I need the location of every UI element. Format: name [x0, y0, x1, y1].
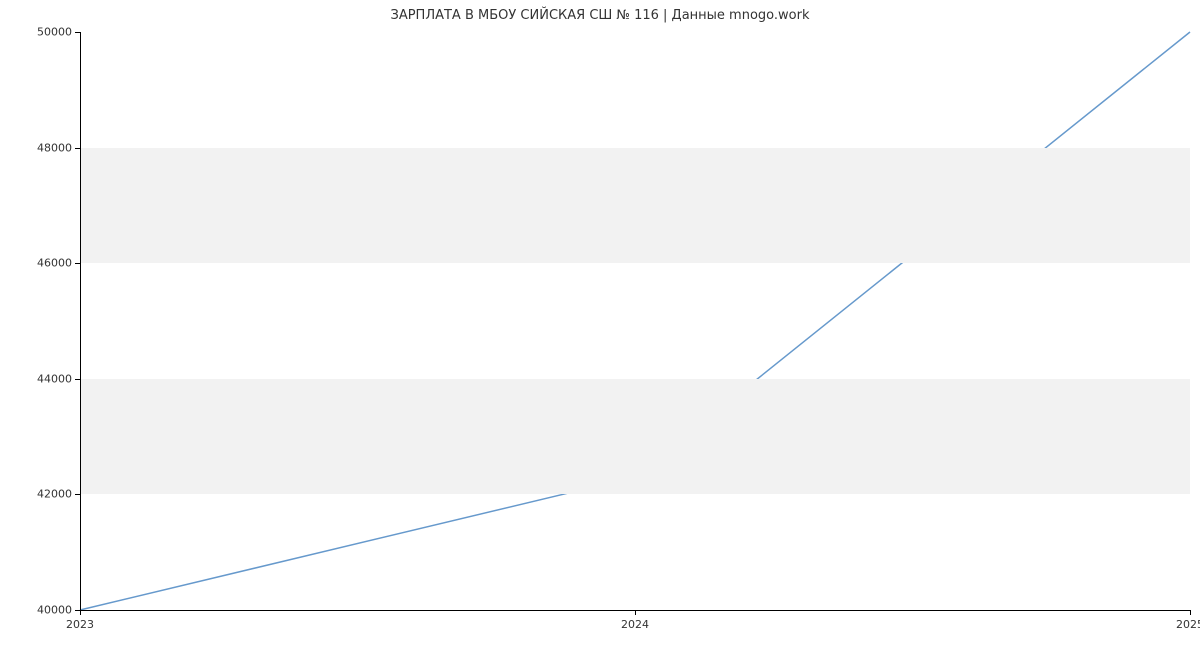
x-tick-label: 2024 [621, 618, 649, 631]
y-tick-label: 46000 [37, 257, 72, 270]
y-tick-label: 44000 [37, 372, 72, 385]
x-tick-mark [80, 610, 81, 615]
series-line [80, 32, 1190, 610]
x-tick-mark [635, 610, 636, 615]
y-tick-label: 50000 [37, 26, 72, 39]
x-tick-label: 2023 [66, 618, 94, 631]
y-tick-label: 40000 [37, 604, 72, 617]
chart-container: ЗАРПЛАТА В МБОУ СИЙСКАЯ СШ № 116 | Данны… [0, 0, 1200, 650]
y-axis [80, 32, 81, 610]
x-tick-mark [1190, 610, 1191, 615]
chart-title: ЗАРПЛАТА В МБОУ СИЙСКАЯ СШ № 116 | Данны… [0, 8, 1200, 23]
y-tick-mark [75, 263, 80, 264]
y-tick-mark [75, 148, 80, 149]
line-layer [80, 32, 1190, 610]
x-tick-label: 2025 [1176, 618, 1200, 631]
plot-area: 4000042000440004600048000500002023202420… [80, 32, 1190, 610]
y-tick-mark [75, 32, 80, 33]
y-tick-mark [75, 379, 80, 380]
y-tick-label: 48000 [37, 141, 72, 154]
grid-band [80, 148, 1190, 264]
y-tick-mark [75, 494, 80, 495]
grid-band [80, 379, 1190, 495]
y-tick-label: 42000 [37, 488, 72, 501]
